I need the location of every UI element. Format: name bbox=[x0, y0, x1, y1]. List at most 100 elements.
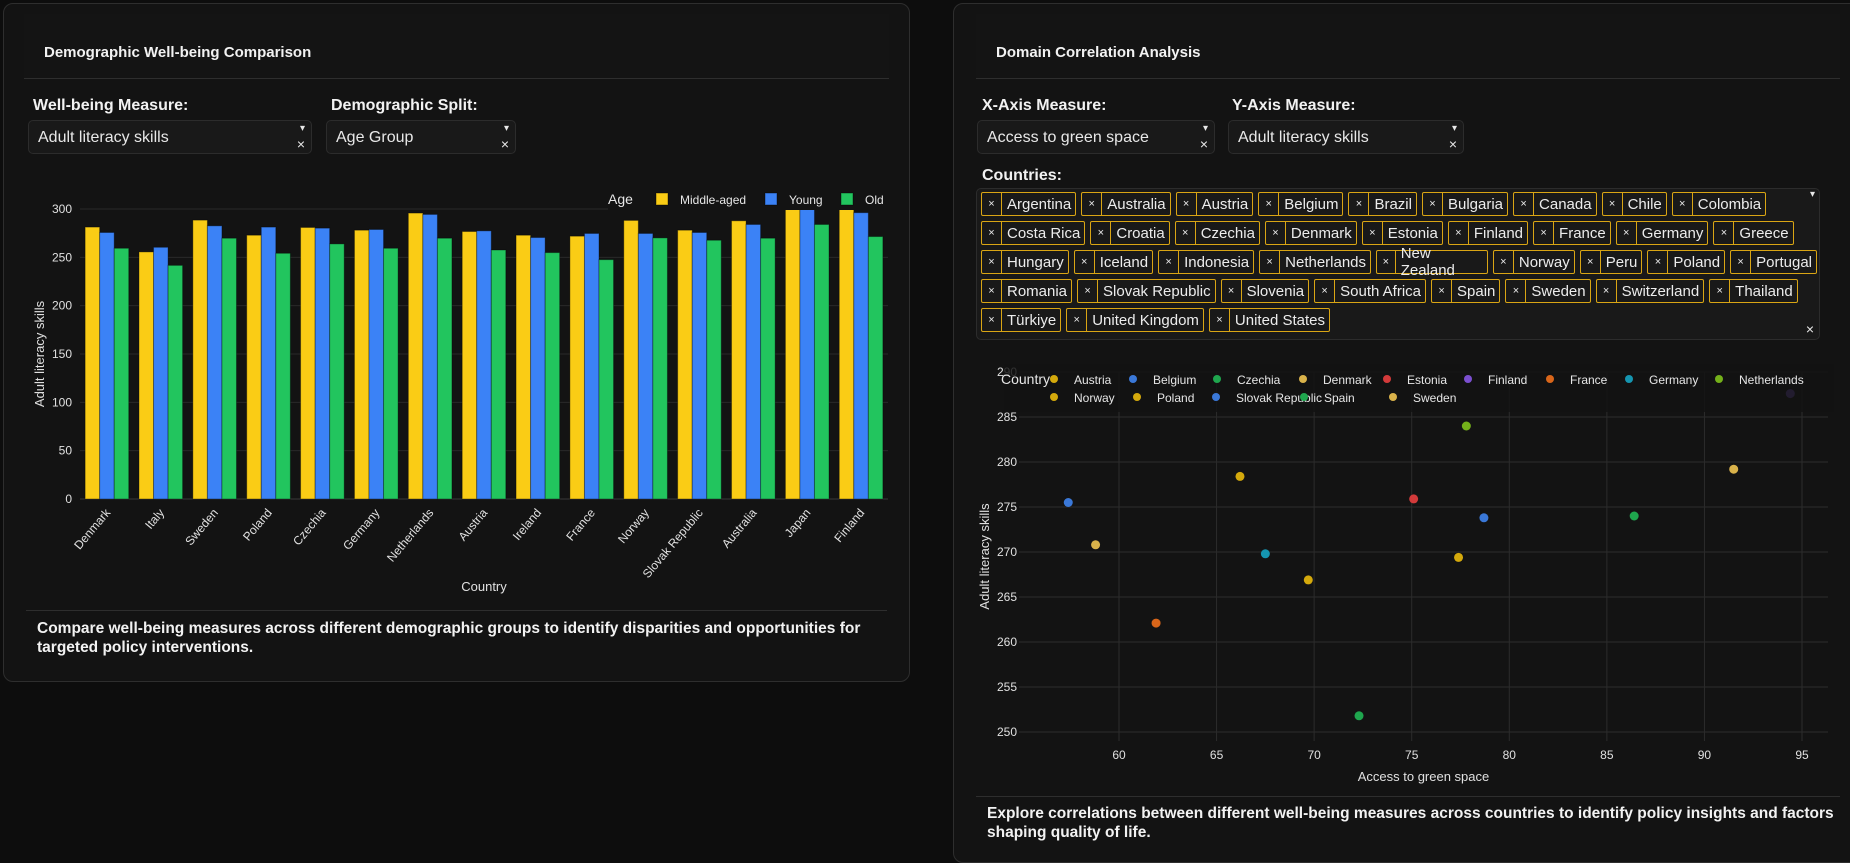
remove-tag-icon[interactable]: × bbox=[1222, 280, 1242, 302]
remove-tag-icon[interactable]: × bbox=[1597, 280, 1617, 302]
legend-label[interactable]: Netherlands bbox=[1739, 373, 1804, 387]
bar-middle-aged[interactable] bbox=[461, 231, 478, 500]
remove-tag-icon[interactable]: × bbox=[1581, 251, 1601, 273]
country-tag[interactable]: × Argentina bbox=[981, 192, 1077, 216]
country-tag[interactable]: × Peru bbox=[1579, 250, 1643, 274]
legend-marker[interactable] bbox=[1299, 375, 1307, 383]
legend-marker[interactable] bbox=[1625, 375, 1633, 383]
clear-icon[interactable]: × bbox=[296, 136, 305, 152]
scatter-point[interactable] bbox=[1235, 471, 1245, 481]
legend-label[interactable]: Estonia bbox=[1407, 373, 1447, 387]
clear-all-icon[interactable]: × bbox=[1805, 321, 1814, 337]
country-tag[interactable]: × South Africa bbox=[1314, 279, 1427, 303]
legend-marker[interactable] bbox=[1546, 375, 1554, 383]
remove-tag-icon[interactable]: × bbox=[1494, 251, 1514, 273]
bar-middle-aged[interactable] bbox=[515, 234, 532, 500]
country-tag[interactable]: × Romania bbox=[981, 279, 1073, 303]
split-dropdown[interactable]: Age Group ▾ × bbox=[326, 120, 516, 154]
remove-tag-icon[interactable]: × bbox=[1082, 193, 1103, 215]
bar-young[interactable] bbox=[422, 213, 438, 500]
country-tag[interactable]: × Norway bbox=[1492, 250, 1575, 274]
scatter-point[interactable] bbox=[1260, 549, 1270, 559]
remove-tag-icon[interactable]: × bbox=[1514, 193, 1535, 215]
bar-young[interactable] bbox=[206, 225, 223, 500]
country-tag[interactable]: × Poland bbox=[1647, 250, 1726, 274]
country-tag[interactable]: × Canada bbox=[1513, 192, 1597, 216]
legend-label[interactable]: Young bbox=[789, 193, 823, 207]
clear-icon[interactable]: × bbox=[500, 136, 509, 152]
remove-tag-icon[interactable]: × bbox=[1177, 193, 1197, 215]
bar-old[interactable] bbox=[544, 252, 561, 500]
caret-down-icon[interactable]: ▾ bbox=[1451, 123, 1457, 134]
caret-down-icon[interactable]: ▾ bbox=[503, 123, 509, 134]
bar-young[interactable] bbox=[153, 246, 169, 500]
country-tag[interactable]: × Switzerland bbox=[1595, 279, 1705, 303]
legend-label[interactable]: Germany bbox=[1649, 373, 1698, 387]
bar-young[interactable] bbox=[314, 227, 331, 500]
bar-young[interactable] bbox=[99, 231, 115, 500]
legend-label[interactable]: Austria bbox=[1074, 373, 1112, 387]
scatter-point[interactable] bbox=[1454, 552, 1464, 562]
bar-young[interactable] bbox=[637, 232, 654, 500]
remove-tag-icon[interactable]: × bbox=[1731, 251, 1752, 273]
country-tag[interactable]: × Slovenia bbox=[1220, 279, 1310, 303]
country-tag[interactable]: × United Kingdom bbox=[1066, 308, 1204, 332]
measure-dropdown[interactable]: Adult literacy skills ▾ × bbox=[28, 120, 312, 154]
remove-tag-icon[interactable]: × bbox=[982, 251, 1002, 273]
scatter-point[interactable] bbox=[1063, 498, 1073, 507]
scatter-point[interactable] bbox=[1354, 711, 1364, 721]
bar-old[interactable] bbox=[490, 249, 507, 500]
country-tag[interactable]: × Chile bbox=[1601, 192, 1667, 216]
legend-marker[interactable] bbox=[1212, 393, 1220, 401]
bar-middle-aged[interactable] bbox=[84, 226, 101, 500]
bar-middle-aged[interactable] bbox=[784, 201, 801, 500]
bar-middle-aged[interactable] bbox=[677, 229, 693, 500]
bar-old[interactable] bbox=[221, 237, 237, 500]
bar-young[interactable] bbox=[691, 231, 708, 500]
remove-tag-icon[interactable]: × bbox=[1710, 280, 1731, 302]
legend-label[interactable]: Old bbox=[865, 193, 884, 207]
legend-marker[interactable] bbox=[1300, 393, 1308, 401]
country-tag[interactable]: × Spain bbox=[1431, 279, 1501, 303]
legend-label[interactable]: France bbox=[1570, 373, 1608, 387]
remove-tag-icon[interactable]: × bbox=[1534, 222, 1555, 244]
remove-tag-icon[interactable]: × bbox=[982, 222, 1002, 244]
remove-tag-icon[interactable]: × bbox=[1673, 193, 1693, 215]
legend-marker[interactable] bbox=[1213, 375, 1221, 383]
legend-swatch[interactable] bbox=[840, 192, 854, 206]
country-tag[interactable]: × Germany bbox=[1615, 221, 1709, 245]
bar-old[interactable] bbox=[329, 243, 345, 500]
remove-tag-icon[interactable]: × bbox=[1603, 193, 1623, 215]
remove-tag-icon[interactable]: × bbox=[1363, 222, 1383, 244]
remove-tag-icon[interactable]: × bbox=[982, 193, 1002, 215]
legend-marker[interactable] bbox=[1383, 375, 1391, 383]
country-tag[interactable]: × United States bbox=[1208, 308, 1330, 332]
country-tag[interactable]: × Greece bbox=[1713, 221, 1794, 245]
scatter-point[interactable] bbox=[1479, 513, 1489, 523]
y-measure-dropdown[interactable]: Adult literacy skills ▾ × bbox=[1228, 120, 1464, 154]
caret-down-icon[interactable]: ▾ bbox=[1202, 123, 1208, 134]
remove-tag-icon[interactable]: × bbox=[1075, 251, 1095, 273]
bar-middle-aged[interactable] bbox=[246, 234, 262, 500]
country-tag[interactable]: × Thailand bbox=[1709, 279, 1798, 303]
bar-middle-aged[interactable] bbox=[838, 204, 855, 500]
country-tag[interactable]: × Costa Rica bbox=[981, 221, 1086, 245]
bar-old[interactable] bbox=[383, 247, 399, 500]
legend-swatch[interactable] bbox=[655, 192, 669, 206]
bar-old[interactable] bbox=[113, 247, 130, 500]
legend-marker[interactable] bbox=[1464, 375, 1472, 383]
bar-middle-aged[interactable] bbox=[138, 251, 155, 500]
remove-tag-icon[interactable]: × bbox=[1617, 222, 1637, 244]
scatter-point[interactable] bbox=[1461, 421, 1471, 431]
countries-multiselect[interactable]: × Argentina × Australia × Austria × Belgium × Bra… bbox=[976, 188, 1820, 340]
remove-tag-icon[interactable]: × bbox=[1449, 222, 1469, 244]
country-tag[interactable]: × Slovak Republic bbox=[1077, 279, 1216, 303]
bar-old[interactable] bbox=[813, 223, 830, 500]
bar-young[interactable] bbox=[368, 228, 385, 500]
bar-middle-aged[interactable] bbox=[731, 220, 747, 500]
legend-swatch[interactable] bbox=[764, 192, 778, 206]
remove-tag-icon[interactable]: × bbox=[1377, 251, 1396, 273]
bar-young[interactable] bbox=[583, 232, 600, 500]
bar-middle-aged[interactable] bbox=[407, 212, 424, 500]
bar-young[interactable] bbox=[853, 212, 869, 500]
